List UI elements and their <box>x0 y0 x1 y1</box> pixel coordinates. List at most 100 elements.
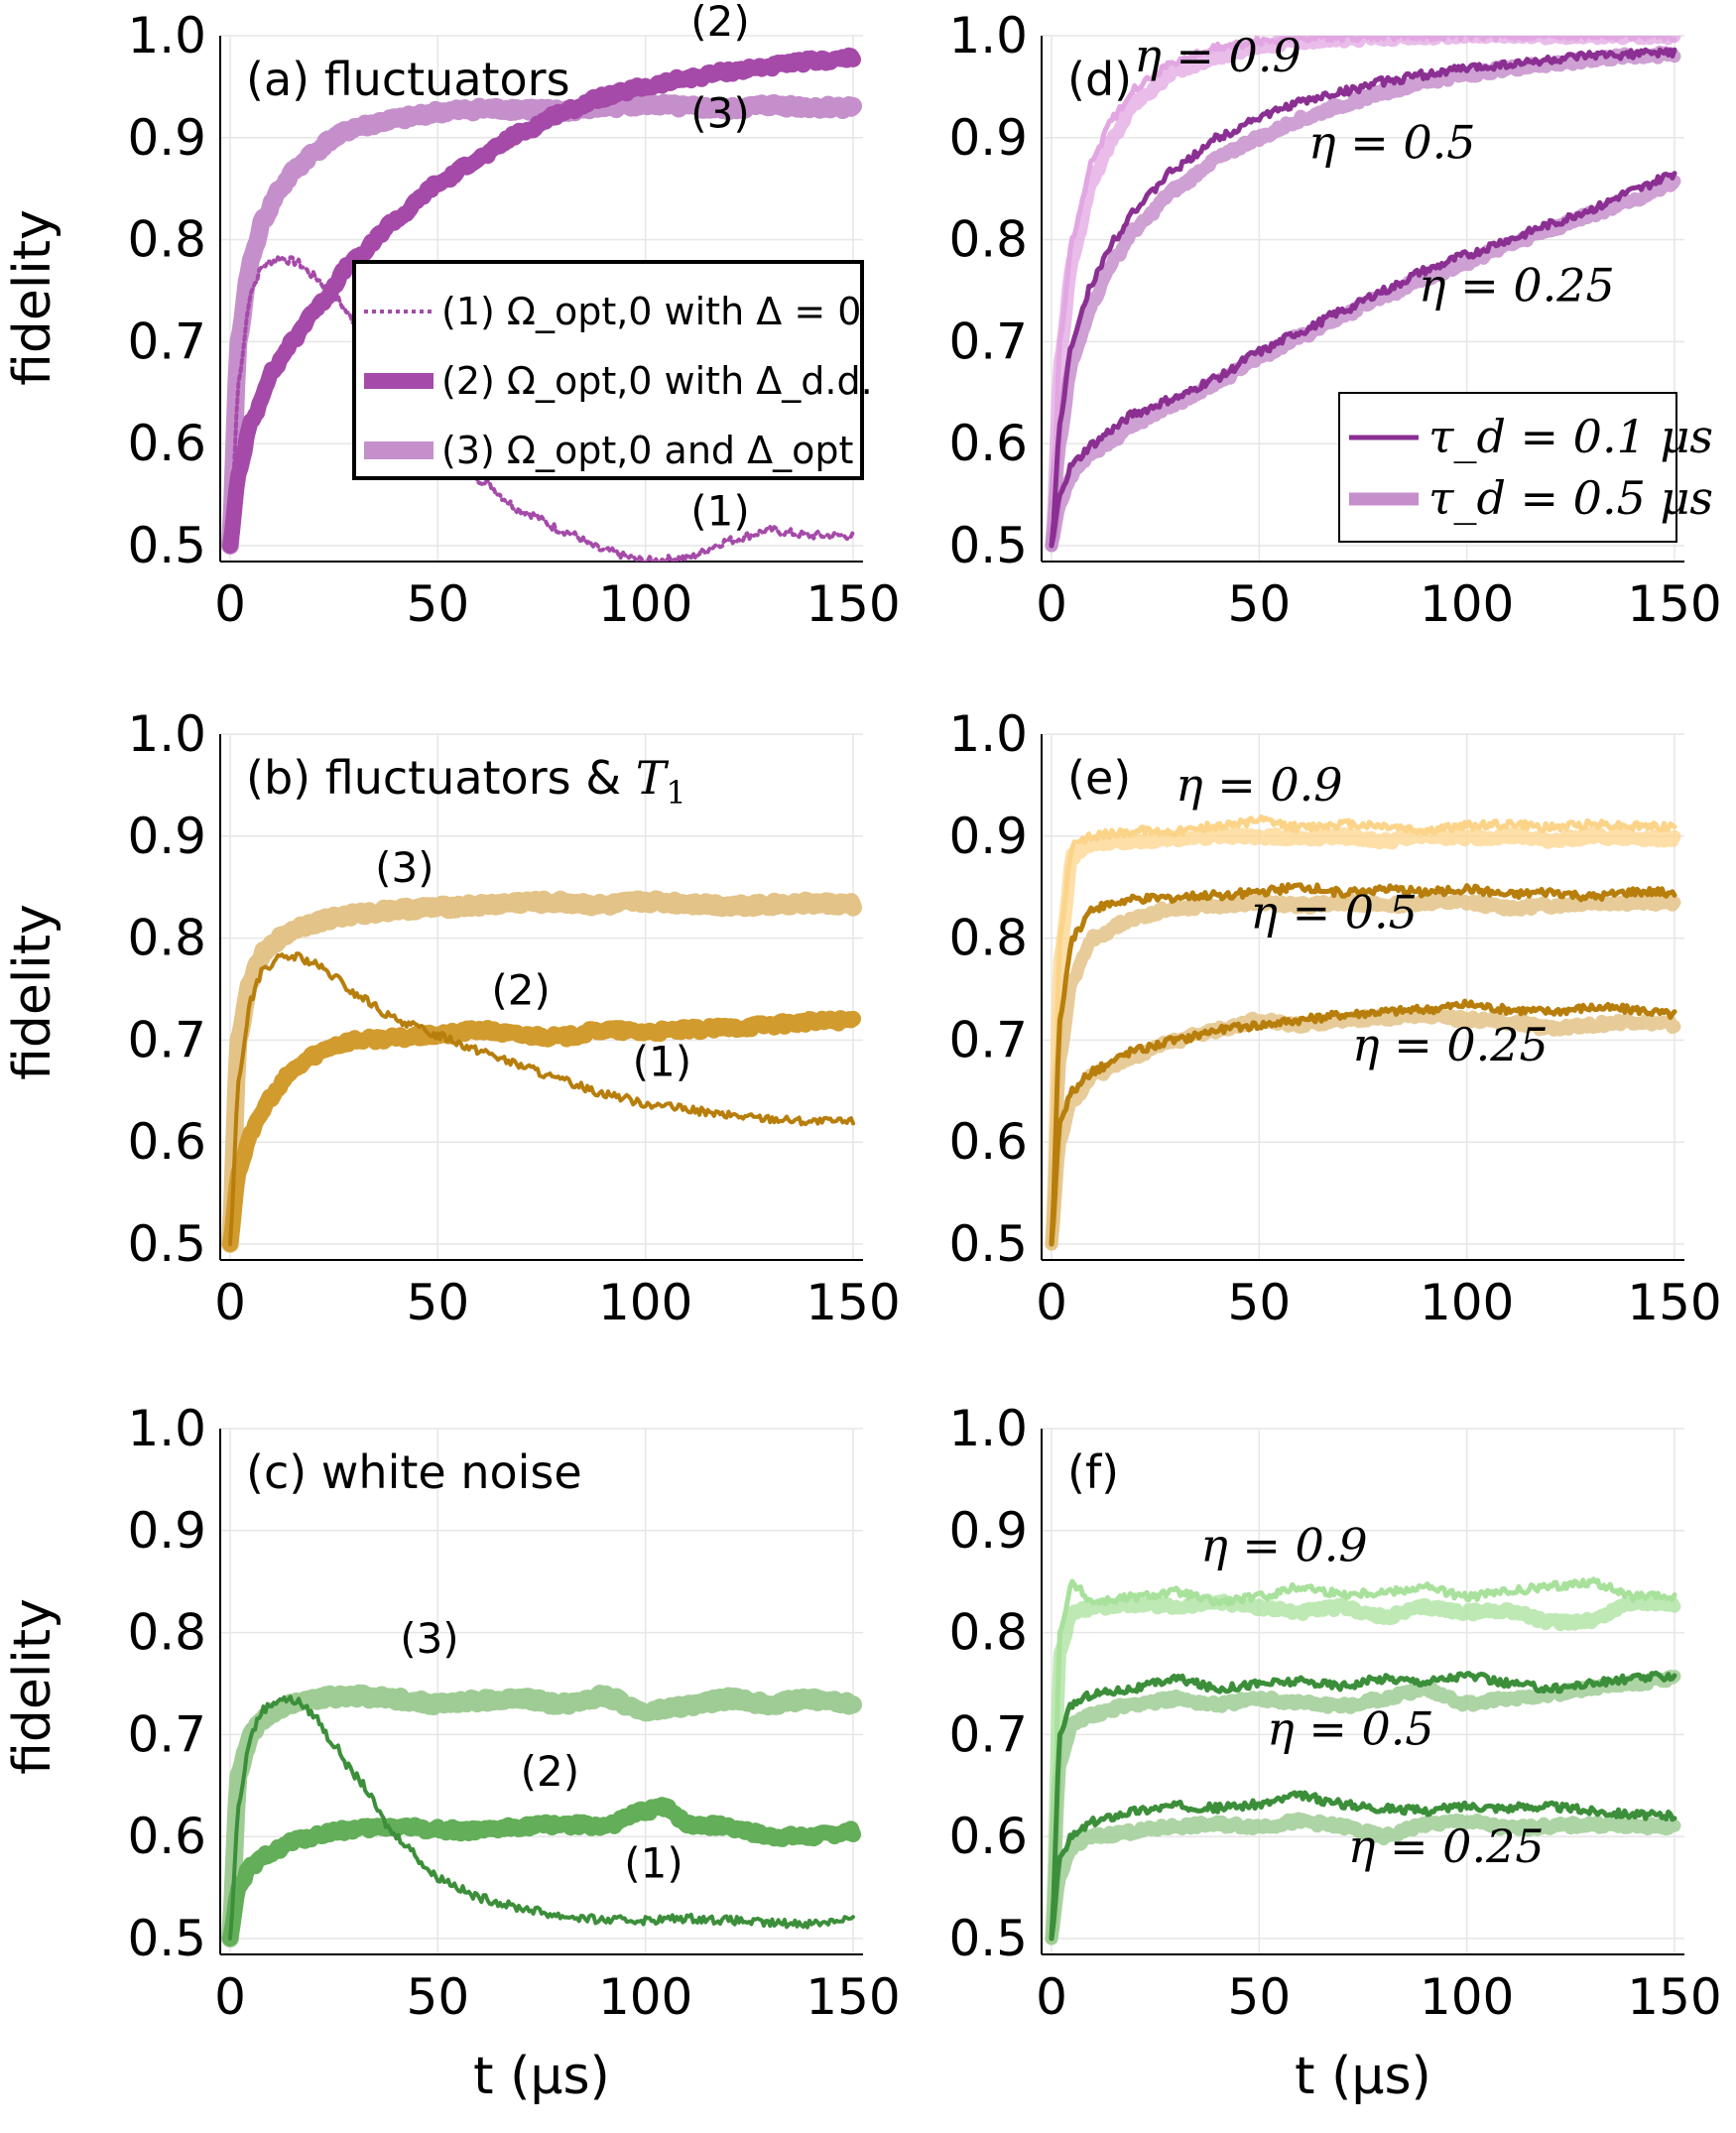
x-tick-label: 100 <box>1420 575 1514 633</box>
y-tick-label: 0.6 <box>127 415 206 472</box>
panel-title: (d) <box>1067 53 1132 106</box>
y-tick-label: 0.5 <box>948 1215 1028 1273</box>
y-tick-label: 0.6 <box>948 415 1028 472</box>
x-tick-label: 0 <box>1036 1968 1067 2026</box>
y-tick-label: 0.8 <box>948 211 1028 269</box>
y-tick-label: 0.8 <box>127 1604 206 1662</box>
annotation: η = 0.9 <box>1200 1519 1368 1572</box>
x-tick-label: 0 <box>1036 575 1067 633</box>
x-tick-label: 50 <box>1228 1274 1292 1331</box>
y-tick-label: 0.8 <box>948 910 1028 967</box>
panel-title: (c) white noise <box>246 1445 582 1499</box>
panel-a: 0 50 100 150 0.5 0.6 0.7 0.8 0.9 1.0 (a) fluctuato… <box>127 0 900 633</box>
y-tick-label: 0.9 <box>127 109 206 167</box>
series-line <box>221 92 862 555</box>
x-tick-label: 50 <box>407 1968 470 2026</box>
series-line <box>228 951 855 1246</box>
series-group <box>221 1684 862 1947</box>
series-line <box>1049 47 1677 549</box>
y-tick-label: 0.8 <box>127 211 206 269</box>
ylabel-row3: fidelity <box>3 1598 62 1775</box>
series-line <box>222 1797 861 1946</box>
series-line <box>1049 1670 1677 1942</box>
y-tick-label: 0.9 <box>127 808 206 865</box>
annotation: (1) <box>633 1037 692 1085</box>
panel-title: (e) <box>1067 751 1131 805</box>
x-tick-label: 50 <box>1228 575 1292 633</box>
x-tick-label: 150 <box>806 1274 900 1331</box>
x-tick-label: 50 <box>407 575 470 633</box>
y-tick-label: 0.7 <box>127 1011 206 1068</box>
y-tick-label: 0.6 <box>948 1113 1028 1171</box>
series-group <box>221 47 862 562</box>
y-tick-label: 0.7 <box>127 313 206 370</box>
x-tick-label: 0 <box>214 575 246 633</box>
series-group <box>1045 36 1681 553</box>
y-tick-label: 1.0 <box>948 705 1028 763</box>
series-line <box>1049 1790 1677 1942</box>
annotation: η = 0.5 <box>1308 115 1476 169</box>
annotation: (2) <box>491 965 551 1014</box>
x-tick-label: 0 <box>214 1274 246 1331</box>
series-line <box>221 1684 862 1947</box>
panel-f: 0 50 100 150 0.5 0.6 0.7 0.8 0.9 1.0 (f) η = 0.9 η =… <box>948 1400 1721 2026</box>
legend-label: (3) Ω_opt,0 and Δ_opt <box>441 429 853 472</box>
series-line <box>221 890 862 1253</box>
series-line <box>1049 882 1677 1247</box>
series-group <box>1045 815 1681 1251</box>
y-tick-label: 0.9 <box>948 109 1028 167</box>
annotation: (3) <box>375 843 434 892</box>
series-line <box>1049 171 1677 549</box>
y-tick-label: 0.7 <box>948 1011 1028 1068</box>
series-line <box>1045 1670 1681 1945</box>
y-tick-label: 0.9 <box>948 808 1028 865</box>
annotation: (3) <box>690 89 750 138</box>
series-line <box>1045 893 1681 1251</box>
y-tick-label: 1.0 <box>127 7 206 64</box>
x-tick-label: 100 <box>1420 1274 1514 1331</box>
panel-b: 0 50 100 150 0.5 0.6 0.7 0.8 0.9 1.0 (b) fluctuato… <box>127 705 900 1331</box>
series-line <box>1049 1576 1677 1942</box>
y-tick-label: 0.7 <box>127 1705 206 1763</box>
series-line <box>222 1010 861 1252</box>
series-line <box>1049 998 1677 1247</box>
panel-c: 0 50 100 150 0.5 0.6 0.7 0.8 0.9 1.0 (c) white noi… <box>127 1400 900 2026</box>
y-tick-label: 0.6 <box>948 1808 1028 1865</box>
annotation: η = 0.9 <box>1134 29 1302 82</box>
x-tick-label: 150 <box>806 1968 900 2026</box>
x-tick-label: 50 <box>407 1274 470 1331</box>
x-tick-label: 100 <box>598 1968 692 2026</box>
series-line <box>1045 1812 1681 1945</box>
x-tick-label: 150 <box>806 575 900 633</box>
series-line <box>1049 815 1677 1247</box>
annotation: (2) <box>521 1747 580 1796</box>
annotation: η = 0.25 <box>1419 258 1615 312</box>
series-line <box>1045 45 1681 553</box>
y-tick-label: 0.7 <box>948 1705 1028 1763</box>
x-tick-label: 100 <box>1420 1968 1514 2026</box>
annotation: (3) <box>400 1614 459 1663</box>
annotation: η = 0.25 <box>1348 1819 1545 1873</box>
y-tick-label: 0.6 <box>127 1808 206 1865</box>
legend-box <box>352 260 864 480</box>
y-tick-label: 1.0 <box>127 1400 206 1457</box>
annotation: (2) <box>690 0 750 46</box>
y-tick-label: 0.8 <box>127 910 206 967</box>
series-line <box>228 255 855 562</box>
annotation: η = 0.5 <box>1267 1702 1434 1756</box>
y-tick-label: 1.0 <box>127 705 206 763</box>
y-tick-label: 0.5 <box>948 1910 1028 1967</box>
legend-label: (1) Ω_opt,0 with Δ = 0 <box>441 290 861 333</box>
x-tick-label: 150 <box>1627 575 1721 633</box>
series-line <box>222 47 861 554</box>
series-line <box>1045 1593 1681 1945</box>
panel-e: 0 50 100 150 0.5 0.6 0.7 0.8 0.9 1.0 (e) η = 0.9 η =… <box>948 705 1721 1331</box>
legend-label: (2) Ω_opt,0 with Δ_d.d. <box>441 359 873 403</box>
ylabel-row1: fidelity <box>3 209 62 386</box>
title-subscript: 1 <box>666 774 685 812</box>
ylabel-row2: fidelity <box>3 904 62 1080</box>
y-tick-label: 0.5 <box>127 1910 206 1967</box>
annotation: (1) <box>690 486 750 535</box>
